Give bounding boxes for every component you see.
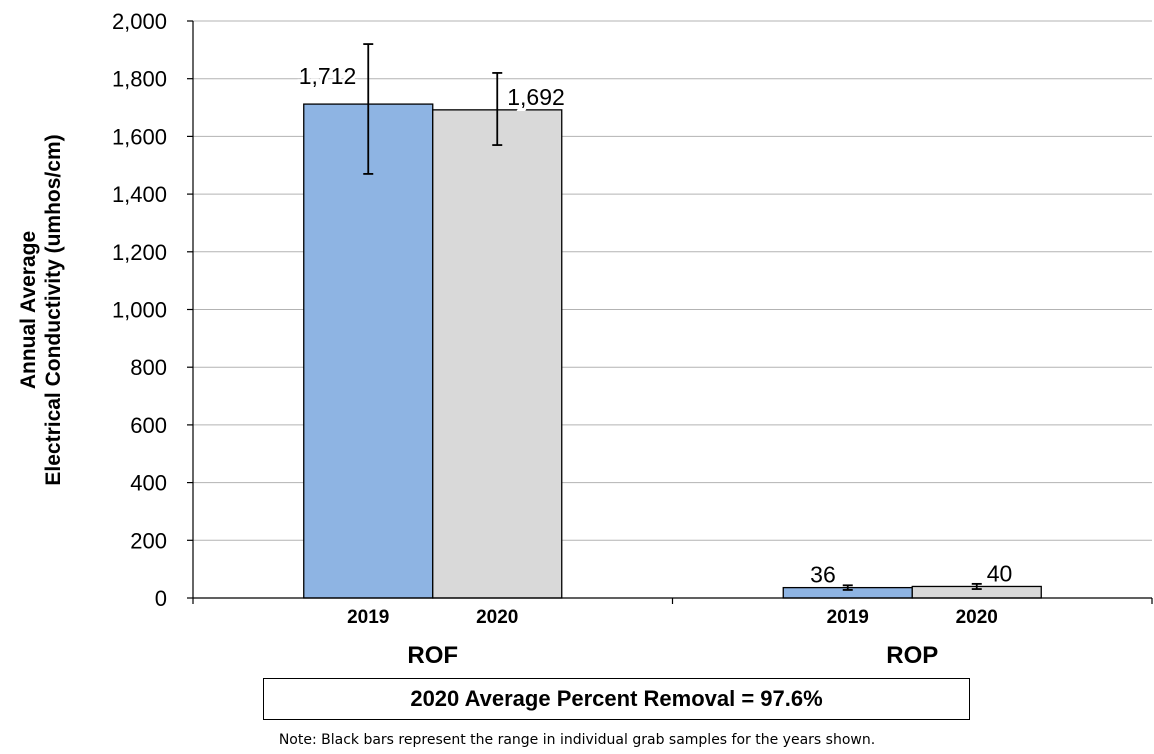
y-tick-label: 600 [130,413,167,438]
data-label-halo: 40 [987,560,1013,586]
data-label: 1,712 [299,63,357,89]
summary-box: 2020 Average Percent Removal = 97.6% [263,678,970,720]
y-tick-label: 400 [130,471,167,496]
y-axis-title-line1: Annual Average [17,231,40,389]
data-label-halo: 1,692 [507,84,565,110]
y-tick-label: 1,200 [112,240,167,265]
labels: 0 200 400 600 800 1,000 1,200 1,400 1,600 1,800 2,… [112,9,1015,669]
x-year-label: 2019 [347,607,389,628]
y-tick-label: 800 [130,355,167,380]
summary-text: 2020 Average Percent Removal = 97.6% [410,686,823,711]
y-tick-label: 1,800 [112,67,167,92]
y-tick-label: 200 [130,528,167,553]
y-tick-label: 1,000 [112,298,167,323]
y-tick-label: 0 [155,586,167,611]
data-label-halo: 36 [810,562,836,588]
data-label: 1,692 [507,84,565,110]
y-axis-title-line2: Electrical Conductivity (umhos/cm) [42,134,65,485]
axes [187,20,1153,604]
y-tick-label: 1,600 [112,124,167,149]
bar-rof-2019 [303,103,434,599]
bars [303,43,1042,599]
y-tick-label: 1,400 [112,182,167,207]
x-year-label: 2019 [827,607,869,628]
footnote: Note: Black bars represent the range in … [278,732,876,748]
data-label-halo: 1,712 [299,63,357,89]
data-label: 40 [987,560,1013,586]
data-label: 36 [810,562,836,588]
bar-chart: 0 200 400 600 800 1,000 1,200 1,400 1,600 1,800 2,… [17,9,1153,669]
x-group-label: ROP [886,642,938,669]
bar-rof-2020 [432,109,563,599]
x-group-label: ROF [407,642,458,669]
y-tick-label: 2,000 [112,9,167,34]
x-year-label: 2020 [476,607,518,628]
x-year-label: 2020 [956,607,998,628]
